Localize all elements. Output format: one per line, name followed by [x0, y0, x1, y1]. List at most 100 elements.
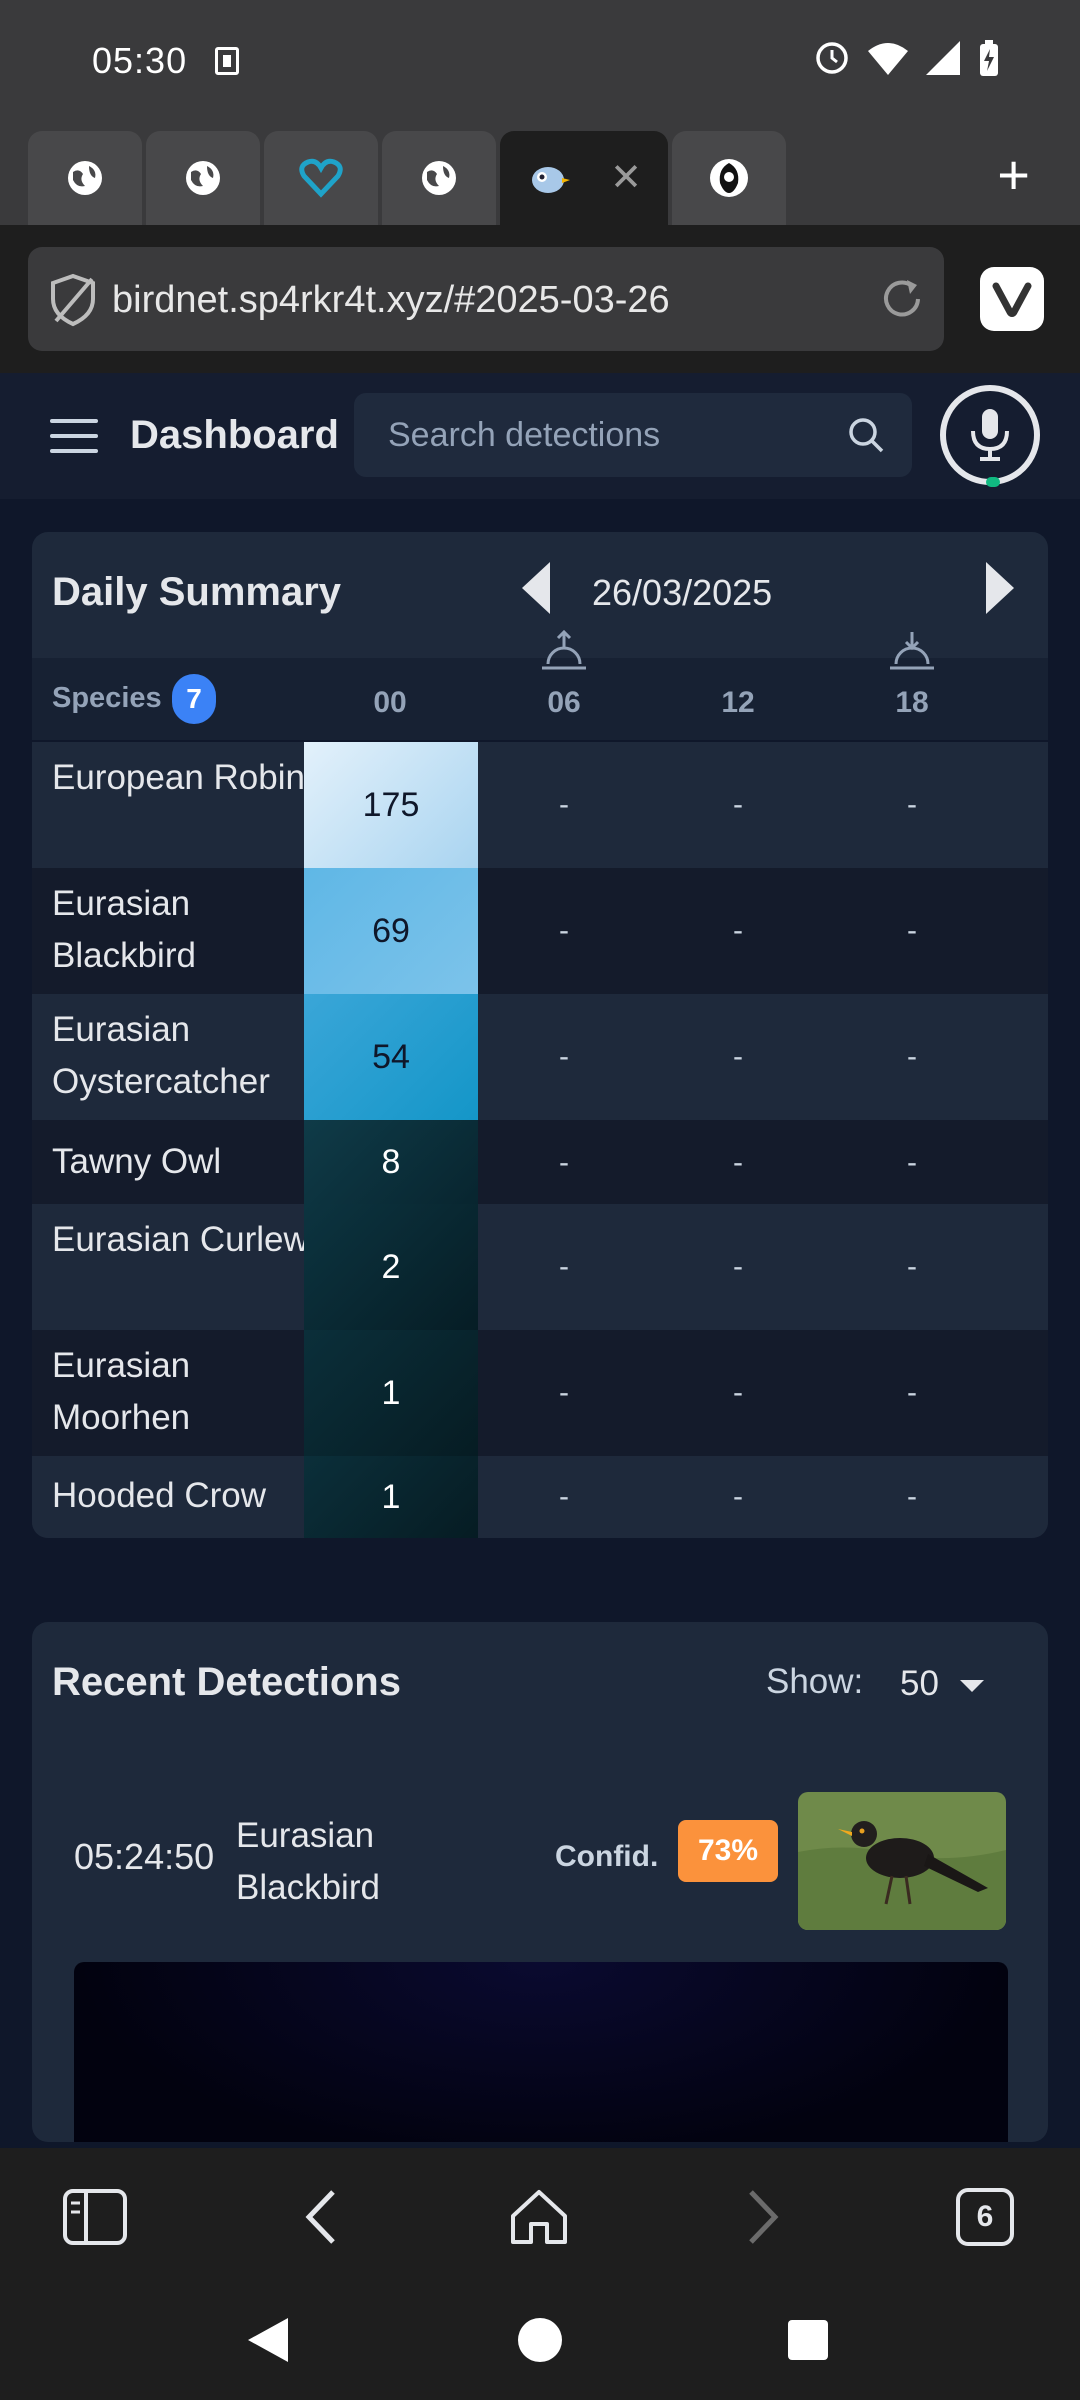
hour-cell-06: - — [559, 1146, 569, 1179]
species-name[interactable]: Hooded Crow — [52, 1476, 266, 1515]
detection-species[interactable]: Eurasian Blackbird — [236, 1816, 380, 1907]
nav-back-icon[interactable] — [248, 2318, 288, 2362]
hour-cell-00[interactable]: 8 — [304, 1120, 478, 1204]
birdnet-icon — [532, 167, 570, 193]
species-count-badge: 7 — [172, 674, 216, 724]
species-name[interactable]: Eurasian Blackbird — [52, 884, 196, 975]
chevron-down-icon[interactable] — [960, 1680, 984, 1692]
summary-row[interactable]: Tawny Owl 8 - - - — [32, 1120, 1048, 1204]
browser-tab-active[interactable]: ✕ — [500, 131, 668, 225]
hour-cell-12: - — [733, 1250, 743, 1283]
hour-header-12: 12 — [721, 686, 755, 719]
species-column-label[interactable]: Species — [52, 682, 162, 714]
species-name[interactable]: Eurasian Curlew — [52, 1220, 309, 1259]
hour-cell-00[interactable]: 2 — [304, 1204, 478, 1330]
species-name[interactable]: Eurasian Oystercatcher — [52, 1010, 270, 1101]
hour-cell-12: - — [733, 1376, 743, 1409]
hour-cell-00[interactable]: 54 — [304, 994, 478, 1120]
globe-icon — [422, 161, 456, 195]
daily-summary-card: Daily Summary 26/03/2025 Species 7 00 06… — [32, 532, 1048, 1538]
hour-cell-00[interactable]: 175 — [304, 742, 478, 868]
sunrise-icon — [542, 629, 586, 670]
hour-cell-12: - — [733, 788, 743, 821]
next-day-button[interactable] — [986, 562, 1014, 614]
globe-icon — [186, 161, 220, 195]
recent-detections-card: Recent Detections Show: 50 05:24:50 Eura… — [32, 1622, 1048, 2142]
confidence-label: Confid. — [555, 1840, 659, 1873]
back-button[interactable] — [286, 2182, 356, 2252]
search-input[interactable] — [354, 393, 912, 477]
page-title: Dashboard — [130, 413, 339, 457]
url-field[interactable]: birdnet.sp4rkr4t.xyz/#2025-03-26 — [28, 247, 944, 351]
summary-row[interactable]: Hooded Crow 1 - - - — [32, 1456, 1048, 1538]
hour-cell-12: - — [733, 1040, 743, 1073]
panel-toggle-button[interactable] — [60, 2182, 130, 2252]
close-tab-icon[interactable]: ✕ — [610, 157, 642, 199]
detection-time: 05:24:50 — [74, 1836, 215, 1877]
species-name[interactable]: European Robin — [52, 758, 305, 797]
summary-row[interactable]: Eurasian Blackbird 69 - - - — [32, 868, 1048, 994]
app-header: Dashboard — [0, 373, 1080, 499]
summary-row[interactable]: Eurasian Moorhen 1 - - - — [32, 1330, 1048, 1456]
url-text: birdnet.sp4rkr4t.xyz/#2025-03-26 — [112, 279, 670, 321]
summary-date[interactable]: 26/03/2025 — [592, 572, 773, 613]
home-button[interactable] — [504, 2182, 574, 2252]
status-bar: 05:30 — [0, 0, 1080, 125]
hour-cell-18: - — [907, 914, 917, 947]
sunset-icon — [890, 632, 934, 670]
summary-row[interactable]: Eurasian Curlew 2 - - - — [32, 1204, 1048, 1330]
hour-cell-06: - — [559, 1040, 569, 1073]
hour-cell-12: - — [733, 914, 743, 947]
tab-switcher-button[interactable]: 6 — [950, 2182, 1020, 2252]
previous-day-button[interactable] — [522, 562, 550, 614]
android-navigation-bar — [0, 2280, 1080, 2400]
confidence-badge: 73% — [678, 1820, 778, 1882]
hour-header-00: 00 — [373, 686, 407, 719]
hour-cell-12: - — [733, 1146, 743, 1179]
nav-home-icon[interactable] — [518, 2318, 562, 2362]
address-bar: birdnet.sp4rkr4t.xyz/#2025-03-26 — [0, 225, 1080, 373]
heart-icon — [299, 158, 343, 198]
vivaldi-menu-button[interactable] — [980, 267, 1044, 331]
new-tab-button[interactable]: + — [997, 143, 1030, 206]
search-icon[interactable] — [846, 415, 886, 455]
battery-charging-icon — [980, 40, 998, 76]
summary-row[interactable]: European Robin 175 - - - — [32, 742, 1048, 868]
nav-recents-icon[interactable] — [788, 2320, 828, 2360]
hour-cell-00[interactable]: 69 — [304, 868, 478, 994]
wifi-icon — [868, 43, 908, 75]
hour-cell-18: - — [907, 1376, 917, 1409]
species-name[interactable]: Eurasian Moorhen — [52, 1346, 191, 1437]
search-box — [354, 393, 912, 477]
menu-icon[interactable] — [50, 419, 98, 453]
browser-tab[interactable] — [264, 131, 378, 225]
spectrogram-image[interactable] — [74, 1962, 1008, 2142]
daily-summary-title: Daily Summary — [52, 570, 342, 614]
hour-header-18: 18 — [895, 686, 929, 719]
shield-blocked-icon — [51, 273, 95, 327]
hour-cell-00[interactable]: 1 — [304, 1456, 478, 1538]
browser-tab[interactable] — [382, 131, 496, 225]
show-count-label: Show: — [766, 1662, 864, 1701]
live-audio-button[interactable] — [940, 385, 1040, 487]
browser-bottom-toolbar: 6 — [0, 2148, 1080, 2280]
hour-cell-18: - — [907, 1040, 917, 1073]
recent-detections-title: Recent Detections — [52, 1660, 401, 1704]
reload-icon[interactable] — [878, 275, 926, 323]
forward-button[interactable] — [728, 2182, 798, 2252]
hour-cell-00[interactable]: 1 — [304, 1330, 478, 1456]
species-thumbnail[interactable] — [798, 1792, 1006, 1930]
browser-tab[interactable] — [146, 131, 260, 225]
hour-cell-18: - — [907, 1250, 917, 1283]
hour-cell-06: - — [559, 1480, 569, 1513]
tab-count: 6 — [956, 2188, 1014, 2246]
blackbird-photo — [798, 1792, 1006, 1930]
show-count-select[interactable]: 50 — [900, 1664, 939, 1703]
alarm-icon — [816, 42, 848, 74]
browser-tab[interactable] — [672, 131, 786, 225]
species-name[interactable]: Tawny Owl — [52, 1142, 222, 1181]
hour-cell-18: - — [907, 788, 917, 821]
summary-row[interactable]: Eurasian Oystercatcher 54 - - - — [32, 994, 1048, 1120]
browser-tab[interactable] — [28, 131, 142, 225]
home-icon — [511, 2190, 567, 2244]
